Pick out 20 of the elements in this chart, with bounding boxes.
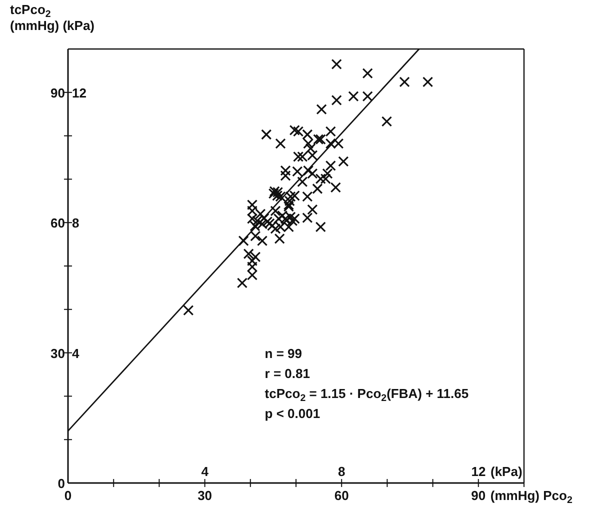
annotation: tcPco$_{2}$ = 1.15 · Pco$_{2}$(FBA) + 11.65 [264,386,469,404]
y-tick-label: 60 [50,216,65,231]
x2-tick-label: 4 [201,464,210,479]
annotation: r = 0.81 [264,366,310,381]
x-tick-label: 60 [334,488,349,503]
y-tick-label: 30 [50,346,65,361]
y2-tick-label: 12 [72,85,86,100]
annotation: p < 0.001 [264,406,320,421]
annotation: n = 99 [264,346,302,361]
x2-axis-title: (kPa) [490,464,522,479]
x-axis-title: (mmHg) Pco$_{2}$ [490,488,573,506]
y2-tick-label: 8 [72,216,80,231]
y2-tick-label: 4 [72,346,80,361]
x-tick-label: 90 [471,488,486,503]
y-tick-label: 0 [58,476,65,491]
x2-tick-label: 12 [471,464,486,479]
x-tick-label: 30 [198,488,212,503]
x2-tick-label: 8 [338,464,346,479]
y-tick-label: 90 [50,85,65,100]
y-axis-title: tcPco$_{2}$ (mmHg) (kPa) [10,2,95,33]
